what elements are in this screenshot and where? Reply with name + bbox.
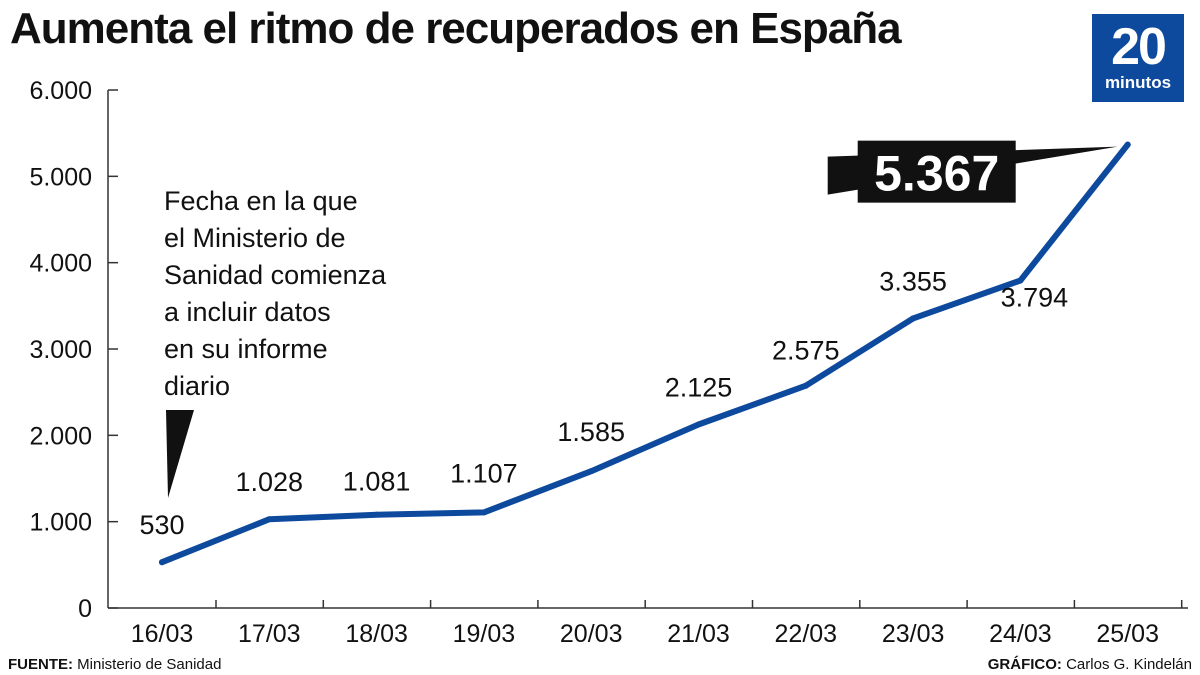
data-point [373,511,380,518]
data-point [802,382,809,389]
x-tick-label: 16/03 [131,620,194,648]
data-point [1017,277,1024,284]
y-tick-label: 3.000 [29,336,92,364]
data-label: 1.585 [557,417,625,447]
data-point [266,516,273,523]
x-tick-label: 18/03 [345,620,408,648]
y-tick-label: 1.000 [29,509,92,537]
credit-value: Carlos G. Kindelán [1066,656,1192,673]
20minutos-logo: 20 minutos [1092,14,1184,102]
data-point [695,421,702,428]
highlight-value: 5.367 [874,146,999,202]
x-tick-label: 19/03 [453,620,516,648]
data-point [159,559,165,566]
y-tick-label: 5.000 [29,163,92,191]
annotation-text: el Ministerio de [164,223,346,253]
x-tick-label: 22/03 [775,620,838,648]
annotation-text: a incluir datos [164,297,331,327]
y-tick-label: 2.000 [29,422,92,450]
data-label: 1.028 [236,467,304,497]
data-point [910,315,917,322]
data-label: 3.794 [1001,282,1069,312]
data-label: 1.107 [450,458,518,488]
annotation-text: diario [164,371,230,401]
highlight-box [857,140,1016,203]
x-tick-label: 24/03 [989,620,1052,648]
data-point [480,509,487,516]
data-label: 2.125 [665,373,733,403]
source-label: FUENTE: [8,656,73,673]
y-tick-label: 4.000 [29,250,92,278]
annotation-text: Sanidad comienza [164,260,387,290]
data-label: 3.355 [879,266,947,296]
x-tick-label: 20/03 [560,620,623,648]
annotation-pointer [166,410,194,498]
series-line [159,141,1131,566]
x-tick-label: 21/03 [667,620,730,648]
logo-text: minutos [1104,73,1172,92]
x-tick-label: 25/03 [1096,620,1159,648]
logo-number: 20 [1111,18,1167,76]
x-tick-label: 23/03 [882,620,945,648]
source-value: Ministerio de Sanidad [77,656,222,673]
data-label: 2.575 [772,336,840,366]
source-credit: FUENTE: Ministerio de Sanidad [8,656,221,673]
annotation-text: Fecha en la que [164,186,358,216]
y-tick-label: 6.000 [29,77,92,105]
graphic-credit: GRÁFICO: Carlos G. Kindelán [988,656,1192,673]
data-point [1124,141,1131,148]
data-label: 530 [139,510,184,540]
data-point [588,468,595,475]
x-tick-label: 17/03 [238,620,301,648]
credit-label: GRÁFICO: [987,656,1062,673]
y-tick-label: 0 [78,595,92,623]
data-label: 1.081 [343,467,411,497]
chart-title: Aumenta el ritmo de recuperados en Españ… [10,4,902,53]
annotation-text: en su informe [164,334,328,364]
